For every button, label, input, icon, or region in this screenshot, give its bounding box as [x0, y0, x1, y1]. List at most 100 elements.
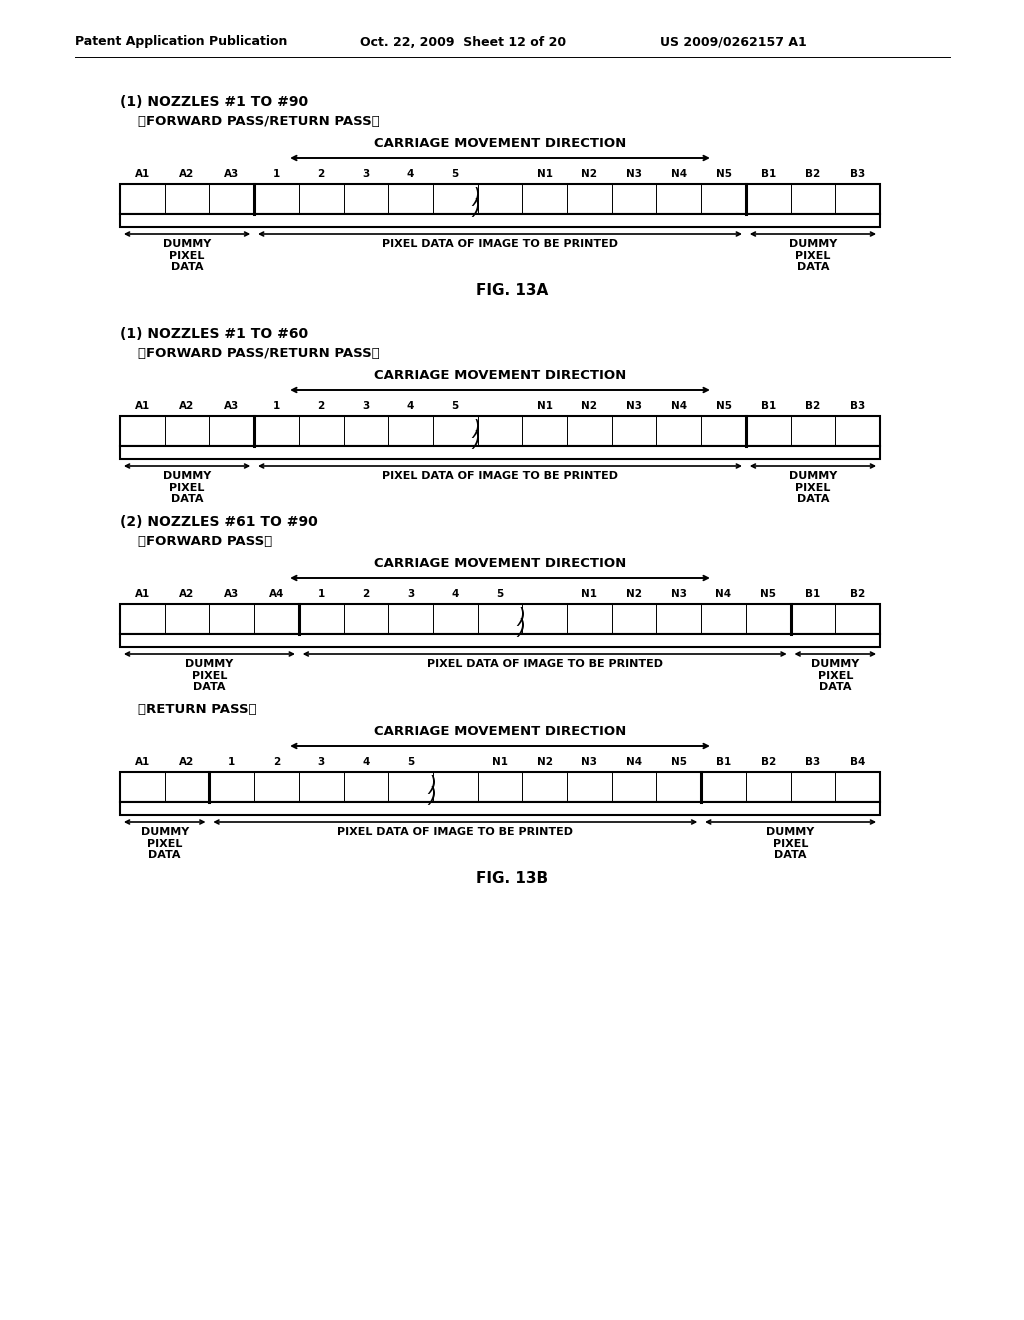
Text: A1: A1 [135, 589, 150, 599]
Text: B1: B1 [716, 756, 731, 767]
Bar [120, 803, 880, 814]
Text: 5: 5 [452, 169, 459, 180]
Text: DUMMY
PIXEL
DATA: DUMMY PIXEL DATA [140, 828, 188, 861]
Text: CARRIAGE MOVEMENT DIRECTION: CARRIAGE MOVEMENT DIRECTION [374, 137, 626, 150]
Text: 1: 1 [272, 401, 281, 411]
Text: FIG. 13A: FIG. 13A [476, 282, 548, 298]
Text: 5: 5 [407, 756, 415, 767]
Text: PIXEL DATA OF IMAGE TO BE PRINTED: PIXEL DATA OF IMAGE TO BE PRINTED [382, 239, 618, 249]
Text: N4: N4 [626, 756, 642, 767]
Text: A3: A3 [224, 169, 240, 180]
Text: B3: B3 [850, 169, 865, 180]
Text: 《RETURN PASS》: 《RETURN PASS》 [138, 704, 257, 715]
Text: 4: 4 [362, 756, 370, 767]
Text: (1) NOZZLES #1 TO #90: (1) NOZZLES #1 TO #90 [120, 95, 308, 110]
Bar [120, 214, 880, 227]
Text: N2: N2 [626, 589, 642, 599]
Text: (2) NOZZLES #61 TO #90: (2) NOZZLES #61 TO #90 [120, 515, 317, 529]
Bar [120, 183, 880, 214]
Text: A1: A1 [135, 169, 150, 180]
Text: B1: B1 [761, 401, 776, 411]
Text: FIG. 13B: FIG. 13B [476, 871, 548, 886]
Text: 3: 3 [317, 756, 325, 767]
Text: B2: B2 [850, 589, 865, 599]
Text: B2: B2 [805, 169, 820, 180]
Text: DUMMY
PIXEL
DATA: DUMMY PIXEL DATA [788, 471, 837, 504]
Text: 4: 4 [407, 169, 415, 180]
Text: B2: B2 [805, 401, 820, 411]
Text: 1: 1 [272, 169, 281, 180]
Text: 《FORWARD PASS》: 《FORWARD PASS》 [138, 535, 272, 548]
Text: CARRIAGE MOVEMENT DIRECTION: CARRIAGE MOVEMENT DIRECTION [374, 370, 626, 381]
Text: A3: A3 [224, 589, 240, 599]
Text: N3: N3 [582, 756, 597, 767]
Text: A1: A1 [135, 756, 150, 767]
Text: N4: N4 [671, 401, 687, 411]
Text: ): ) [473, 430, 480, 450]
Text: DUMMY
PIXEL
DATA: DUMMY PIXEL DATA [766, 828, 815, 861]
Text: Patent Application Publication: Patent Application Publication [75, 36, 288, 49]
Text: N2: N2 [582, 401, 597, 411]
Text: 3: 3 [362, 169, 370, 180]
Text: (1) NOZZLES #1 TO #60: (1) NOZZLES #1 TO #60 [120, 327, 308, 341]
Text: 1: 1 [317, 589, 325, 599]
Text: PIXEL DATA OF IMAGE TO BE PRINTED: PIXEL DATA OF IMAGE TO BE PRINTED [427, 659, 663, 669]
Text: N5: N5 [760, 589, 776, 599]
Text: A2: A2 [179, 401, 195, 411]
Text: A3: A3 [224, 401, 240, 411]
Text: 5: 5 [452, 401, 459, 411]
Text: N1: N1 [537, 169, 553, 180]
Text: B1: B1 [761, 169, 776, 180]
Text: DUMMY
PIXEL
DATA: DUMMY PIXEL DATA [788, 239, 837, 272]
Text: A2: A2 [179, 169, 195, 180]
Text: 1: 1 [228, 756, 236, 767]
Text: 4: 4 [407, 401, 415, 411]
Text: ): ) [517, 618, 525, 638]
Bar [120, 772, 880, 803]
Text: 2: 2 [317, 169, 325, 180]
Text: DUMMY
PIXEL
DATA: DUMMY PIXEL DATA [185, 659, 233, 692]
Text: CARRIAGE MOVEMENT DIRECTION: CARRIAGE MOVEMENT DIRECTION [374, 725, 626, 738]
Text: N3: N3 [626, 401, 642, 411]
Text: CARRIAGE MOVEMENT DIRECTION: CARRIAGE MOVEMENT DIRECTION [374, 557, 626, 570]
Text: N2: N2 [537, 756, 553, 767]
Text: DUMMY
PIXEL
DATA: DUMMY PIXEL DATA [163, 471, 211, 504]
Text: US 2009/0262157 A1: US 2009/0262157 A1 [660, 36, 807, 49]
Text: 2: 2 [362, 589, 370, 599]
Text: B3: B3 [805, 756, 820, 767]
Text: ): ) [473, 187, 480, 207]
Text: B2: B2 [761, 756, 776, 767]
Bar [120, 416, 880, 446]
Text: 《FORWARD PASS/RETURN PASS》: 《FORWARD PASS/RETURN PASS》 [138, 347, 380, 360]
Text: A2: A2 [179, 756, 195, 767]
Text: N3: N3 [626, 169, 642, 180]
Text: A4: A4 [268, 589, 284, 599]
Bar [120, 634, 880, 647]
Text: 《FORWARD PASS/RETURN PASS》: 《FORWARD PASS/RETURN PASS》 [138, 115, 380, 128]
Text: ): ) [428, 785, 436, 807]
Text: N1: N1 [537, 401, 553, 411]
Bar [120, 446, 880, 459]
Text: ): ) [517, 607, 525, 627]
Text: N4: N4 [716, 589, 731, 599]
Text: 5: 5 [497, 589, 504, 599]
Text: N5: N5 [716, 169, 731, 180]
Text: B3: B3 [850, 401, 865, 411]
Text: N3: N3 [671, 589, 687, 599]
Text: DUMMY
PIXEL
DATA: DUMMY PIXEL DATA [163, 239, 211, 272]
Text: Oct. 22, 2009  Sheet 12 of 20: Oct. 22, 2009 Sheet 12 of 20 [360, 36, 566, 49]
Text: ): ) [473, 198, 480, 218]
Text: B1: B1 [805, 589, 820, 599]
Text: N2: N2 [582, 169, 597, 180]
Text: 2: 2 [272, 756, 281, 767]
Text: ): ) [473, 420, 480, 440]
Text: N4: N4 [671, 169, 687, 180]
Text: PIXEL DATA OF IMAGE TO BE PRINTED: PIXEL DATA OF IMAGE TO BE PRINTED [337, 828, 573, 837]
Text: ): ) [428, 776, 436, 796]
Text: 2: 2 [317, 401, 325, 411]
Text: 3: 3 [407, 589, 415, 599]
Text: B4: B4 [850, 756, 865, 767]
Text: N5: N5 [716, 401, 731, 411]
Text: A1: A1 [135, 401, 150, 411]
Text: PIXEL DATA OF IMAGE TO BE PRINTED: PIXEL DATA OF IMAGE TO BE PRINTED [382, 471, 618, 480]
